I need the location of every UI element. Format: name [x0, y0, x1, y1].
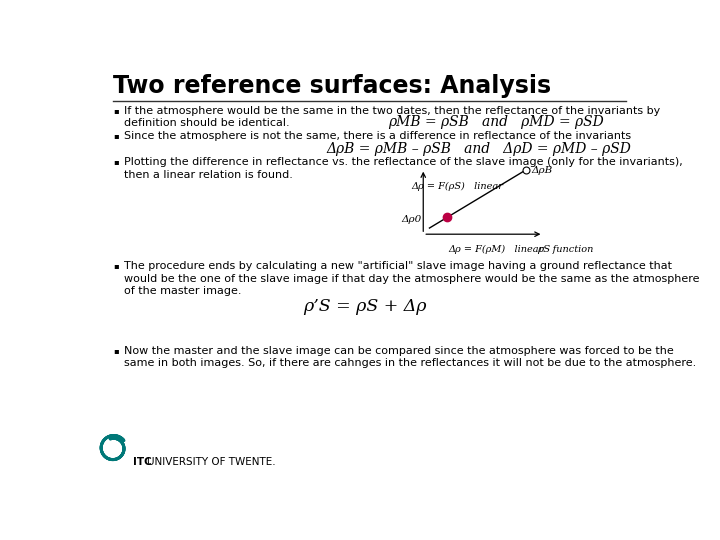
Text: ρ’S = ρS + Δρ: ρ’S = ρS + Δρ [303, 298, 427, 315]
Text: ▪: ▪ [113, 157, 119, 166]
Text: Plotting the difference in reflectance vs. the reflectance of the slave image (o: Plotting the difference in reflectance v… [124, 157, 683, 180]
Text: ΔρB: ΔρB [531, 166, 552, 176]
Text: ▪: ▪ [113, 131, 119, 140]
Text: Since the atmosphere is not the same, there is a difference in reflectance of th: Since the atmosphere is not the same, th… [124, 131, 631, 141]
Text: ▪: ▪ [113, 106, 119, 114]
Text: ρS: ρS [537, 245, 550, 254]
Text: Δρ = F(ρS)   linear: Δρ = F(ρS) linear [412, 182, 503, 191]
Text: ΔρB = ρMB – ρSB   and   ΔρD = ρMD – ρSD: ΔρB = ρMB – ρSB and ΔρD = ρMD – ρSD [326, 142, 631, 156]
Text: UNIVERSITY OF TWENTE.: UNIVERSITY OF TWENTE. [148, 457, 276, 467]
Text: Now the master and the slave image can be compared since the atmosphere was forc: Now the master and the slave image can b… [124, 346, 696, 368]
Text: If the atmosphere would be the same in the two dates, then the reflectance of th: If the atmosphere would be the same in t… [124, 106, 660, 128]
Text: The procedure ends by calculating a new "artificial" slave image having a ground: The procedure ends by calculating a new … [124, 261, 700, 296]
Text: ρMB = ρSB   and   ρMD = ρSD: ρMB = ρSB and ρMD = ρSD [388, 115, 604, 129]
Text: ▪: ▪ [113, 346, 119, 355]
Text: Δρ0: Δρ0 [402, 215, 422, 224]
Text: Two reference surfaces: Analysis: Two reference surfaces: Analysis [113, 74, 552, 98]
Text: ▪: ▪ [113, 261, 119, 270]
Text: Δρ = F(ρM)   linear   function: Δρ = F(ρM) linear function [448, 245, 593, 254]
Text: ITC: ITC [133, 457, 152, 467]
